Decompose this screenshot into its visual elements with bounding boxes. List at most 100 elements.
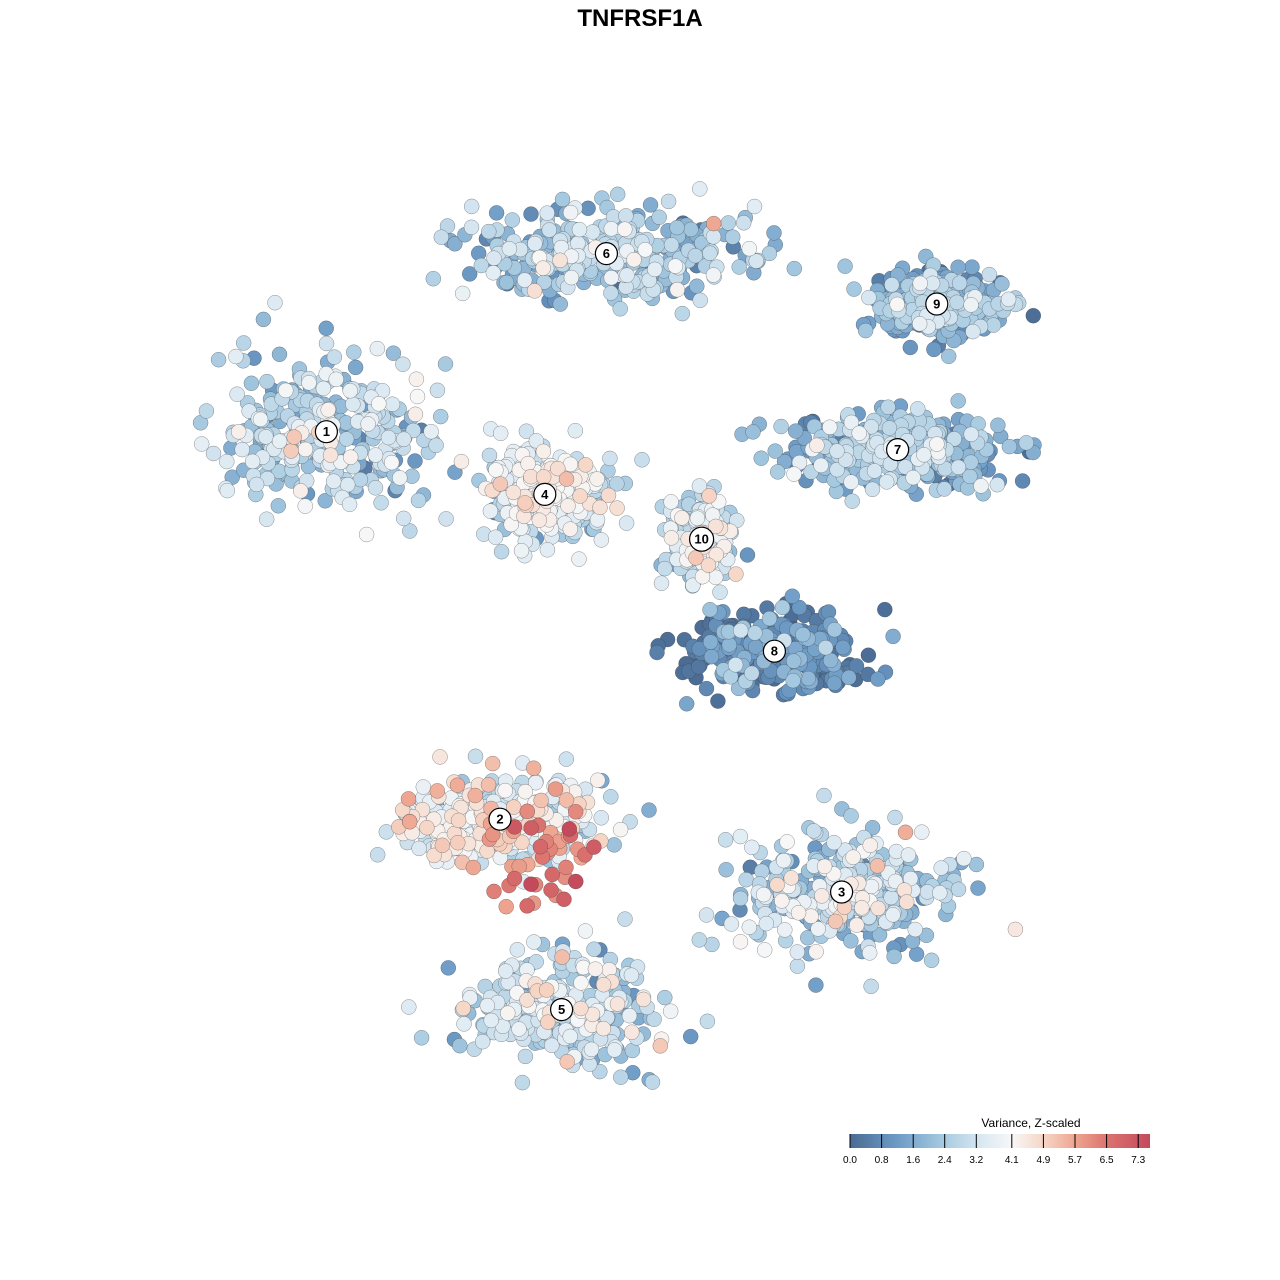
data-point	[526, 934, 542, 950]
data-point	[228, 348, 244, 365]
data-point	[433, 229, 450, 245]
data-point	[328, 371, 344, 388]
data-point	[746, 198, 763, 215]
data-point	[559, 1053, 575, 1070]
data-point	[618, 208, 634, 224]
data-point	[346, 344, 362, 360]
data-point	[514, 1074, 531, 1091]
data-point	[683, 221, 699, 238]
data-point	[949, 294, 965, 311]
data-point	[461, 266, 478, 282]
data-point	[558, 859, 574, 876]
data-point	[367, 480, 384, 496]
data-point	[964, 259, 980, 275]
cluster-label-text: 10	[694, 532, 708, 547]
data-point	[712, 584, 728, 600]
data-point	[385, 345, 402, 361]
data-point	[790, 905, 807, 921]
data-point	[580, 200, 596, 217]
colorbar-ticks: 0.0 0.8 1.6 2.4 3.2 4.1 4.9 5.7 6.5 7.3	[843, 1134, 1146, 1166]
data-point	[718, 861, 734, 878]
data-point	[827, 913, 844, 930]
data-point	[369, 847, 386, 863]
data-point	[318, 320, 334, 337]
data-point	[910, 401, 926, 417]
data-point	[486, 250, 502, 266]
data-point	[586, 941, 602, 957]
data-point	[784, 588, 801, 604]
data-point	[809, 437, 825, 454]
cluster-label: 7	[885, 438, 910, 462]
data-point	[248, 476, 265, 493]
data-point	[609, 186, 626, 203]
data-point	[484, 755, 501, 772]
data-point	[691, 932, 708, 948]
data-point	[800, 670, 817, 687]
data-point	[841, 669, 857, 686]
data-point	[647, 261, 663, 278]
data-point	[619, 267, 635, 283]
cluster-label-text: 3	[838, 885, 845, 900]
data-point	[567, 422, 584, 439]
data-point	[786, 260, 803, 277]
data-point	[400, 791, 417, 807]
data-point	[724, 229, 741, 245]
data-point	[480, 777, 497, 793]
colorbar-tick-label: 4.9	[1036, 1155, 1050, 1166]
data-point	[497, 782, 513, 799]
data-point	[870, 671, 886, 687]
data-point	[900, 847, 917, 863]
data-point	[990, 417, 1006, 433]
data-point	[193, 436, 210, 452]
data-point	[567, 804, 584, 820]
data-point	[692, 181, 708, 197]
data-point	[584, 224, 601, 240]
data-point	[301, 375, 317, 391]
data-point	[786, 466, 802, 482]
data-point	[843, 933, 859, 949]
data-point	[710, 693, 726, 709]
data-point	[844, 493, 860, 509]
data-point	[561, 821, 578, 837]
data-point	[230, 424, 247, 440]
data-point	[717, 832, 734, 848]
data-point	[531, 512, 548, 528]
data-point	[669, 219, 685, 236]
data-point	[373, 495, 389, 511]
colorbar-gradient	[850, 1134, 1150, 1148]
data-point	[438, 511, 454, 527]
data-point	[437, 356, 454, 372]
data-point	[826, 675, 843, 691]
data-point	[886, 948, 902, 965]
data-point	[956, 850, 972, 867]
data-point	[487, 529, 504, 545]
data-point	[843, 414, 860, 431]
data-point	[848, 658, 865, 674]
data-point	[829, 461, 845, 478]
data-point	[732, 622, 749, 639]
data-point	[667, 258, 684, 274]
data-point	[413, 1030, 430, 1046]
data-point	[897, 459, 914, 475]
data-point	[883, 889, 899, 906]
data-point	[482, 503, 499, 519]
data-point	[577, 457, 594, 473]
data-point	[593, 810, 609, 826]
data-point	[358, 526, 375, 543]
data-point	[606, 1042, 623, 1058]
data-point	[556, 891, 572, 908]
data-point	[463, 198, 480, 215]
data-point	[723, 916, 740, 932]
data-point	[973, 478, 989, 494]
data-point	[635, 991, 652, 1008]
data-point	[297, 441, 314, 458]
data-point	[851, 425, 867, 441]
data-point	[440, 960, 457, 976]
data-point	[568, 873, 584, 890]
data-point	[506, 870, 523, 887]
data-point	[396, 431, 412, 447]
data-point	[338, 431, 355, 447]
data-point	[347, 359, 364, 376]
data-point	[755, 886, 772, 903]
data-point	[674, 305, 691, 322]
